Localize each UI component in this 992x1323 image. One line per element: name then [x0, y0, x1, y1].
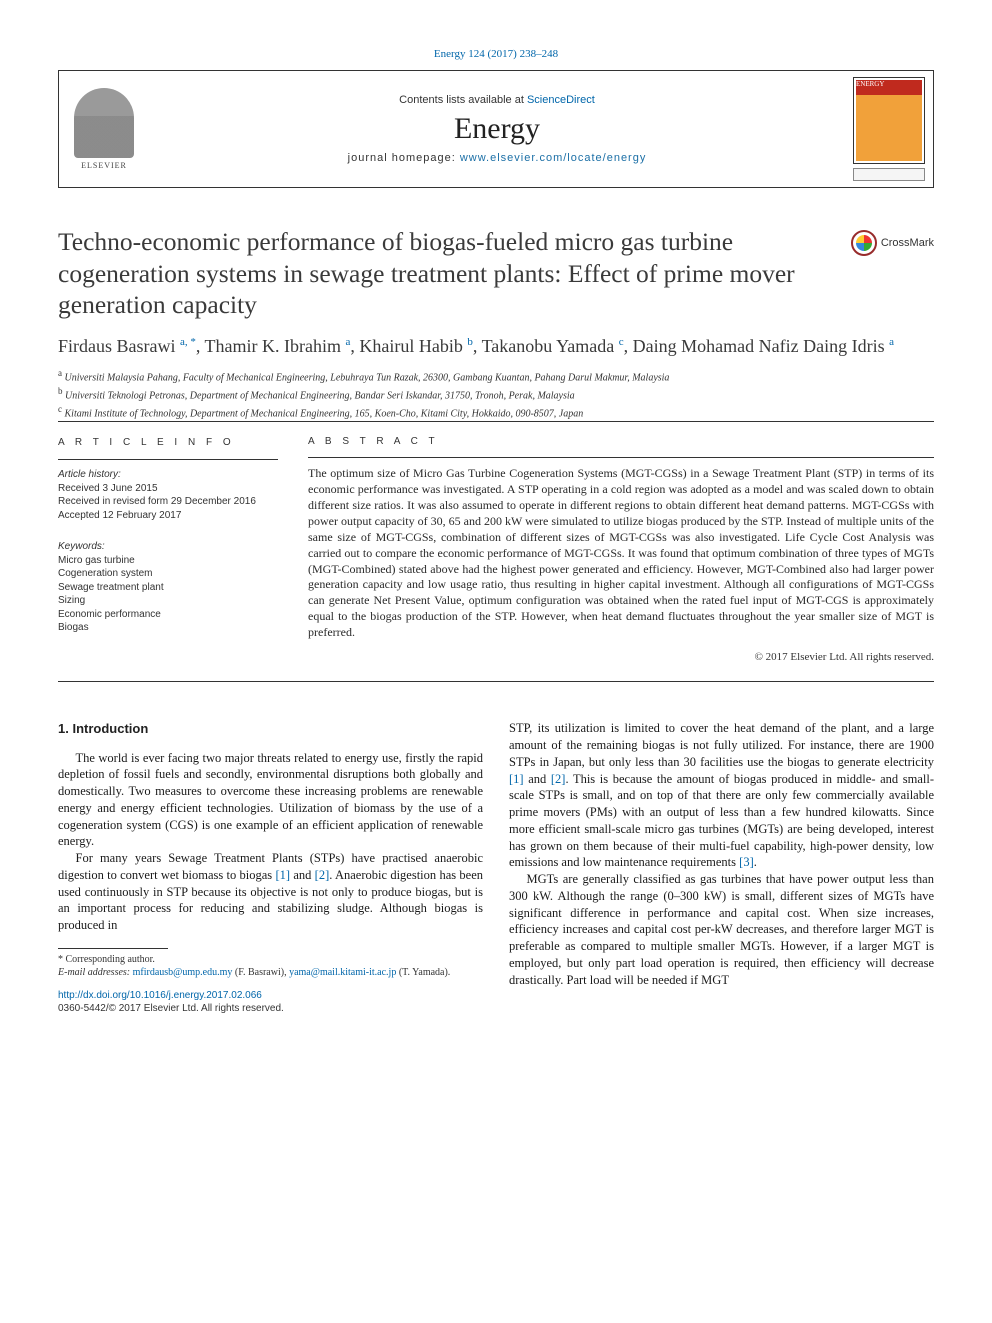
article-info-heading: A R T I C L E I N F O: [58, 436, 278, 450]
keyword: Cogeneration system: [58, 567, 278, 581]
ref-link-2[interactable]: [2]: [315, 868, 330, 882]
intro-p3-a: STP, its utilization is limited to cover…: [509, 721, 934, 769]
journal-cover-sub-icon: [853, 168, 925, 181]
article-history-label: Article history:: [58, 468, 278, 482]
ref-link-2b[interactable]: [2]: [551, 772, 566, 786]
issn-line: 0360-5442/© 2017 Elsevier Ltd. All right…: [58, 1003, 284, 1014]
affiliation-a: a Universiti Malaysia Pahang, Faculty of…: [58, 367, 934, 385]
crossmark-badge[interactable]: CrossMark: [851, 230, 934, 256]
journal-homepage-line: journal homepage: www.elsevier.com/locat…: [348, 152, 647, 164]
intro-paragraph-2: For many years Sewage Treatment Plants (…: [58, 850, 483, 934]
abstract-heading: A B S T R A C T: [308, 436, 934, 447]
elsevier-logo: ELSEVIER: [59, 71, 149, 187]
author-list: Firdaus Basrawi a, *, Thamir K. Ibrahim …: [58, 335, 934, 358]
intro-p2-b: and: [290, 868, 315, 882]
journal-cover-image: ENERGY: [853, 77, 925, 164]
affiliation-b: b Universiti Teknologi Petronas, Departm…: [58, 385, 934, 403]
emails-label: E-mail addresses:: [58, 967, 133, 978]
body-columns: 1. Introduction The world is ever facing…: [58, 720, 934, 1015]
keyword: Sewage treatment plant: [58, 581, 278, 595]
header-center: Contents lists available at ScienceDirec…: [149, 71, 845, 187]
journal-home-label: journal homepage:: [348, 152, 460, 164]
journal-name: Energy: [454, 112, 540, 146]
contents-prefix: Contents lists available at: [399, 94, 527, 106]
contents-lists-line: Contents lists available at ScienceDirec…: [399, 94, 595, 106]
footnotes: * Corresponding author. E-mail addresses…: [58, 953, 483, 979]
ref-link-3[interactable]: [3]: [739, 855, 754, 869]
article-title: Techno-economic performance of biogas-fu…: [58, 226, 818, 321]
elsevier-label: ELSEVIER: [81, 161, 127, 170]
intro-paragraph-1: The world is ever facing two major threa…: [58, 750, 483, 851]
intro-paragraph-4: MGTs are generally classified as gas tur…: [509, 871, 934, 988]
intro-p3-d: .: [754, 855, 757, 869]
affiliations: a Universiti Malaysia Pahang, Faculty of…: [58, 367, 934, 420]
journal-header: ELSEVIER Contents lists available at Sci…: [58, 70, 934, 188]
citation-line: Energy 124 (2017) 238–248: [58, 48, 934, 60]
keyword: Economic performance: [58, 608, 278, 622]
email-2-paren: (T. Yamada).: [396, 967, 450, 978]
divider-icon: [308, 457, 934, 458]
email-link-1[interactable]: mfirdausb@ump.edu.my: [133, 967, 233, 978]
footnote-rule-icon: [58, 948, 168, 949]
ref-link-1b[interactable]: [1]: [509, 772, 524, 786]
sciencedirect-link[interactable]: ScienceDirect: [527, 94, 595, 106]
elsevier-tree-icon: [74, 88, 134, 158]
keyword: Sizing: [58, 594, 278, 608]
keyword: Biogas: [58, 621, 278, 635]
corresponding-author-note: * Corresponding author.: [58, 953, 483, 966]
history-accepted: Accepted 12 February 2017: [58, 509, 278, 523]
abstract-text: The optimum size of Micro Gas Turbine Co…: [308, 466, 934, 641]
crossmark-label: CrossMark: [881, 237, 934, 249]
history-revised: Received in revised form 29 December 201…: [58, 495, 278, 509]
doi-block: http://dx.doi.org/10.1016/j.energy.2017.…: [58, 989, 483, 1015]
abstract-column: A B S T R A C T The optimum size of Micr…: [308, 436, 934, 663]
keyword: Micro gas turbine: [58, 554, 278, 568]
email-line: E-mail addresses: mfirdausb@ump.edu.my (…: [58, 966, 483, 979]
history-received: Received 3 June 2015: [58, 482, 278, 496]
crossmark-icon: [851, 230, 877, 256]
abstract-copyright: © 2017 Elsevier Ltd. All rights reserved…: [308, 651, 934, 663]
keywords-label: Keywords:: [58, 540, 278, 554]
email-link-2[interactable]: yama@mail.kitami-it.ac.jp: [289, 967, 396, 978]
intro-p3-c: . This is because the amount of biogas p…: [509, 772, 934, 870]
journal-home-url[interactable]: www.elsevier.com/locate/energy: [460, 152, 647, 164]
intro-paragraph-3: STP, its utilization is limited to cover…: [509, 720, 934, 871]
introduction-heading: 1. Introduction: [58, 720, 483, 737]
doi-link[interactable]: http://dx.doi.org/10.1016/j.energy.2017.…: [58, 990, 262, 1001]
ref-link-1[interactable]: [1]: [275, 868, 290, 882]
journal-cover: ENERGY: [845, 71, 933, 187]
email-1-paren: (F. Basrawi),: [232, 967, 289, 978]
intro-p3-b: and: [524, 772, 551, 786]
divider-bottom-icon: [58, 681, 934, 682]
affiliation-c: c Kitami Institute of Technology, Depart…: [58, 403, 934, 421]
article-info-column: A R T I C L E I N F O Article history: R…: [58, 436, 278, 663]
divider-icon: [58, 459, 278, 460]
